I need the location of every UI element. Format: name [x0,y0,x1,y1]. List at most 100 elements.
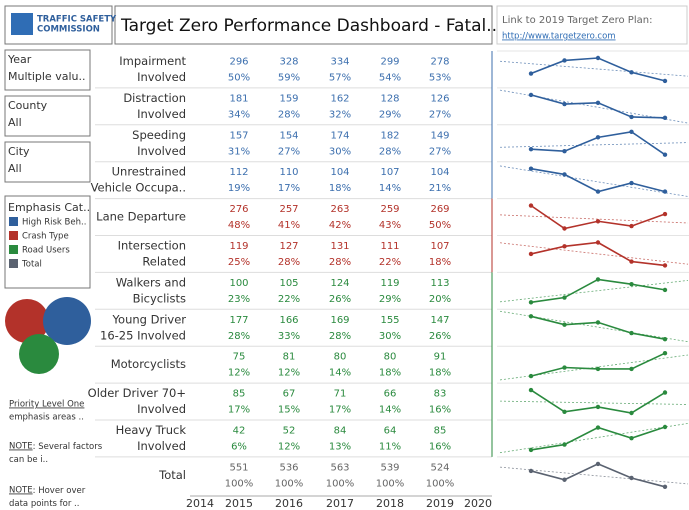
sparkline-point[interactable] [662,211,668,217]
sparkline-point[interactable] [629,129,634,134]
sparkline-point[interactable] [595,366,601,372]
sparkline-point[interactable] [629,180,634,186]
percent-cell: 41% [278,220,300,231]
sparkline-point[interactable] [528,300,534,305]
sparkline-point[interactable] [662,287,668,293]
percent-cell: 28% [228,331,250,342]
sparkline-point[interactable] [595,461,601,467]
sparkline [530,167,666,193]
sparkline-point[interactable] [629,475,634,481]
percent-cell: 16% [429,405,451,416]
sparkline-point[interactable] [528,203,534,208]
count-cell: 105 [279,278,298,289]
count-cell: 81 [283,352,296,363]
sparkline-point[interactable] [562,477,567,482]
sparkline-point[interactable] [528,447,534,453]
count-cell: 296 [229,56,248,67]
sparkline-point[interactable] [562,58,567,63]
sparkline-point[interactable] [528,251,534,257]
filter-box[interactable] [4,95,91,137]
sparkline-point[interactable] [662,424,668,430]
sparkline-point[interactable] [662,263,668,268]
note-line: data points for .. [9,499,79,509]
sparkline-point[interactable] [528,146,534,152]
sparkline-point[interactable] [595,320,601,325]
sparkline-point[interactable] [595,100,601,106]
sparkline-point[interactable] [528,71,534,76]
sparkline-point[interactable] [595,219,601,224]
row-label: Involved [137,402,186,416]
sparkline-point[interactable] [562,295,567,300]
sparkline-point[interactable] [595,189,601,194]
sparkline-point[interactable] [629,259,634,264]
year-label: 2017 [326,497,354,510]
sparkline-point[interactable] [662,115,668,121]
sparkline-point[interactable] [595,425,601,430]
percent-cell: 22% [379,257,401,268]
year-label: 2018 [376,497,404,510]
note-lead: NOTE [9,486,33,496]
count-cell: 83 [434,389,447,400]
sparkline-point[interactable] [562,442,567,447]
count-cell: 257 [279,204,298,215]
sparkline-point[interactable] [562,365,567,370]
row-label: Distraction [123,91,186,105]
percent-cell: 31% [228,146,250,157]
percent-cell: 100% [376,478,405,489]
percent-cell: 17% [228,405,250,416]
year-label: 2016 [275,497,303,510]
sparkline-point[interactable] [562,322,567,327]
sparkline-point[interactable] [528,387,534,393]
sparkline-point[interactable] [662,78,668,84]
sparkline-point[interactable] [629,435,634,441]
percent-cell: 25% [228,257,250,268]
bubble [43,297,91,345]
sparkline-point[interactable] [629,330,634,336]
percent-cell: 54% [379,72,401,83]
note-lead: NOTE [9,442,33,452]
filter-value: All [8,116,22,129]
sparkline-point[interactable] [528,166,534,171]
sparkline-point[interactable] [562,244,567,249]
sparkline-point[interactable] [662,484,668,489]
sparkline-point[interactable] [528,314,534,319]
sparkline-point[interactable] [595,277,601,282]
sparkline-point[interactable] [662,351,668,356]
sparkline-point[interactable] [629,223,634,229]
sparkline-point[interactable] [528,373,534,379]
sparkline-point[interactable] [662,337,668,342]
sparkline-point[interactable] [562,409,567,414]
sparkline-point[interactable] [595,404,601,410]
bubble [19,334,59,374]
sparkline-point[interactable] [562,101,567,107]
count-cell: 107 [430,241,449,252]
percent-cell: 34% [228,109,250,120]
row-label: Involved [137,107,186,121]
sparkline-point[interactable] [595,135,601,140]
sparkline-point[interactable] [629,366,634,372]
sparkline-point[interactable] [562,172,567,177]
sparkline-point[interactable] [629,281,634,287]
sparkline-point[interactable] [528,92,534,98]
sparkline-point[interactable] [528,468,534,474]
link-label: Link to 2019 Target Zero Plan: [502,15,652,26]
sparkline-point[interactable] [662,189,668,194]
sparkline-point[interactable] [562,149,567,154]
legend-swatch [9,231,18,240]
sparkline-point[interactable] [629,70,634,75]
trend-line [499,242,689,265]
sparkline-point[interactable] [562,226,567,231]
title-box [114,5,493,45]
filter-box[interactable] [4,141,91,183]
count-cell: 328 [279,56,298,67]
sparkline-point[interactable] [662,152,668,157]
filter-box[interactable] [4,49,91,91]
sparkline-point[interactable] [629,114,634,120]
sparkline-point[interactable] [662,390,668,395]
link-url[interactable]: http://www.targetzero.com [502,32,616,42]
count-cell: 157 [229,130,248,141]
count-cell: 131 [330,241,349,252]
sparkline-point[interactable] [595,55,601,61]
sparkline-point[interactable] [629,410,634,416]
sparkline-point[interactable] [595,240,601,245]
